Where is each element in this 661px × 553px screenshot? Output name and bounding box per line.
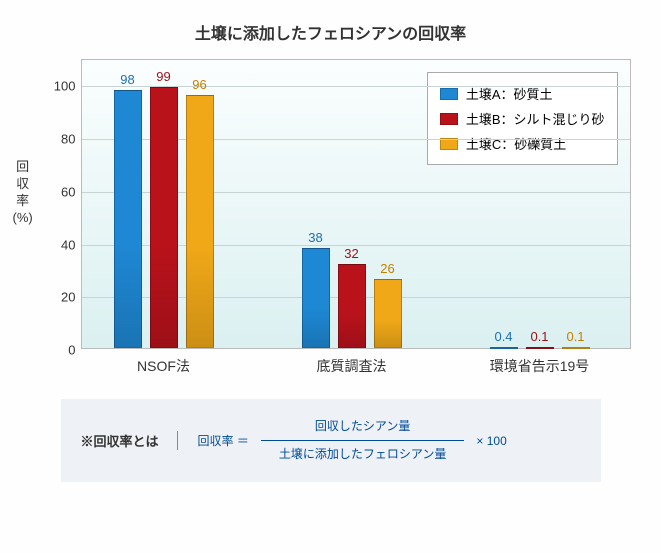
legend-label: 土壌B：シルト混じり砂 (466, 109, 605, 128)
legend-item: 土壌A：砂質土 (440, 81, 605, 106)
formula-body: 回収率 ＝ 回収したシアン量 土壌に添加したフェロシアン量 × 100 (198, 417, 507, 464)
y-tick-label: 100 (54, 79, 76, 94)
bar: 96 (186, 95, 214, 348)
y-tick-label: 40 (61, 237, 75, 252)
y-tick-label: 20 (61, 290, 75, 305)
bar-value-label: 99 (156, 69, 170, 84)
x-tick-label: 環境省告示19号 (490, 356, 590, 376)
x-tick-label: 底質調査法 (317, 356, 387, 376)
bar-group: 989996 (114, 87, 214, 348)
chart-area: 回収率(%) 土壌A：砂質土土壌B：シルト混じり砂土壌C：砂礫質土 020406… (21, 59, 641, 349)
legend-item: 土壌C：砂礫質土 (440, 131, 605, 156)
y-tick-label: 80 (61, 132, 75, 147)
x-tick-label: NSOF法 (137, 356, 190, 376)
bar-value-label: 26 (380, 261, 394, 276)
bar: 0.4 (490, 347, 518, 348)
bar: 32 (338, 264, 366, 348)
bar-body (338, 264, 366, 348)
y-tick-label: 60 (61, 184, 75, 199)
bar: 99 (150, 87, 178, 348)
bar-group: 383226 (302, 248, 402, 348)
legend-label: 土壌C：砂礫質土 (466, 134, 566, 153)
bar-value-label: 0.4 (494, 329, 512, 344)
legend-item: 土壌B：シルト混じり砂 (440, 106, 605, 131)
bar-value-label: 98 (120, 72, 134, 87)
bar: 26 (374, 279, 402, 348)
formula-box: ※回収率とは 回収率 ＝ 回収したシアン量 土壌に添加したフェロシアン量 × 1… (61, 399, 601, 482)
bar-group: 0.4 0.1 0.1 (490, 347, 590, 348)
formula-suffix: × 100 (476, 434, 506, 448)
formula-label: ※回収率とは (81, 431, 178, 450)
bar: 38 (302, 248, 330, 348)
bar-body (114, 90, 142, 348)
formula-numerator: 回収したシアン量 (297, 417, 429, 440)
legend-swatch (440, 113, 458, 125)
bar-value-label: 0.1 (530, 329, 548, 344)
bar-body (490, 347, 518, 349)
legend-swatch (440, 88, 458, 100)
bar-body (302, 248, 330, 348)
chart-title: 土壌に添加したフェロシアンの回収率 (10, 20, 651, 44)
bar-value-label: 96 (192, 77, 206, 92)
bar-value-label: 38 (308, 230, 322, 245)
bar: 0.1 (562, 347, 590, 348)
bar-value-label: 0.1 (566, 329, 584, 344)
bar-body (562, 347, 590, 349)
bar-body (186, 95, 214, 348)
bar-body (374, 279, 402, 348)
bar-value-label: 32 (344, 246, 358, 261)
chart-plot: 土壌A：砂質土土壌B：シルト混じり砂土壌C：砂礫質土 0204060801009… (81, 59, 631, 349)
bar: 0.1 (526, 347, 554, 348)
formula-lhs: 回収率 ＝ (198, 432, 249, 449)
bar-body (150, 87, 178, 348)
y-tick-label: 0 (68, 343, 75, 358)
formula-denominator: 土壌に添加したフェロシアン量 (261, 440, 465, 464)
formula-fraction: 回収したシアン量 土壌に添加したフェロシアン量 (261, 417, 465, 464)
bar: 98 (114, 90, 142, 348)
bar-body (526, 347, 554, 349)
y-axis-label: 回収率(%) (13, 159, 33, 227)
